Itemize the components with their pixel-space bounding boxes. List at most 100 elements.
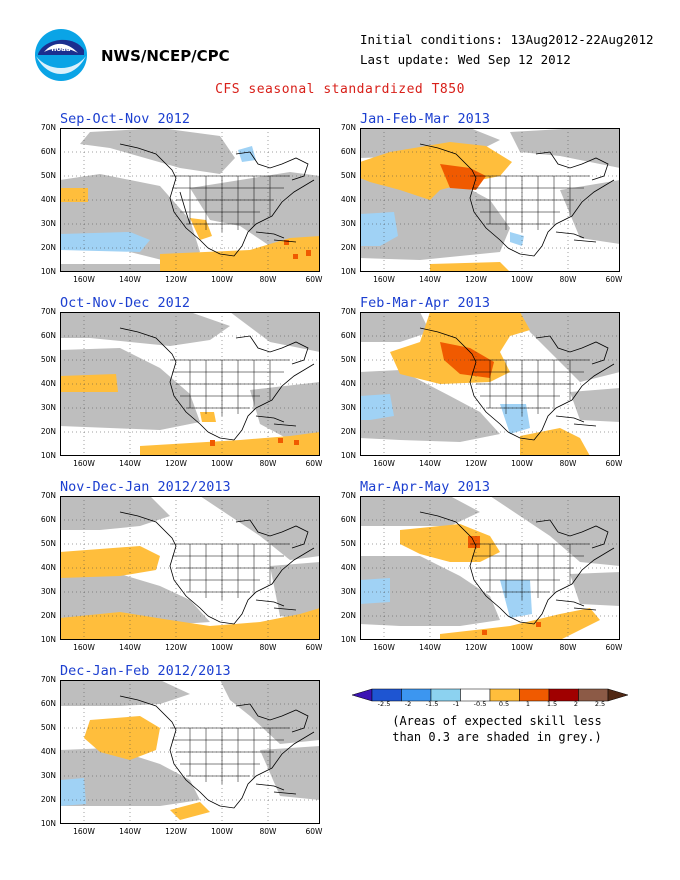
panel-title: Jan-Feb-Mar 2013 bbox=[360, 111, 491, 127]
latitude-tick-label: 70N bbox=[40, 491, 56, 500]
longitude-tick-label: 60W bbox=[305, 827, 323, 836]
legend-tick-label: -2.5 bbox=[377, 700, 391, 708]
latitude-tick-label: 30N bbox=[40, 219, 56, 228]
map-panel bbox=[60, 312, 320, 456]
latitude-tick-label: 10N bbox=[340, 451, 356, 460]
latitude-tick-label: 60N bbox=[40, 515, 56, 524]
longitude-tick-label: 120W bbox=[465, 459, 487, 468]
map-panel bbox=[60, 680, 320, 824]
latitude-tick-label: 50N bbox=[340, 355, 356, 364]
longitude-tick-label: 100W bbox=[211, 643, 233, 652]
latitude-tick-label: 50N bbox=[40, 539, 56, 548]
main-title: CFS seasonal standardized T850 bbox=[215, 82, 465, 97]
latitude-tick-label: 50N bbox=[340, 171, 356, 180]
latitude-tick-label: 50N bbox=[340, 539, 356, 548]
longitude-tick-label: 140W bbox=[119, 459, 141, 468]
longitude-tick-label: 80W bbox=[559, 275, 577, 284]
latitude-tick-label: 70N bbox=[40, 307, 56, 316]
longitude-tick-label: 160W bbox=[73, 459, 95, 468]
initial-conditions: Initial conditions: 13Aug2012-22Aug2012 bbox=[360, 32, 654, 47]
latitude-tick-label: 30N bbox=[40, 771, 56, 780]
legend-tick-label: -1.5 bbox=[425, 700, 439, 708]
latitude-tick-label: 40N bbox=[340, 195, 356, 204]
latitude-tick-label: 10N bbox=[40, 451, 56, 460]
noaa-logo-icon: noaa bbox=[35, 29, 87, 81]
longitude-tick-label: 140W bbox=[119, 275, 141, 284]
latitude-tick-label: 60N bbox=[340, 147, 356, 156]
map-panel bbox=[360, 312, 620, 456]
latitude-tick-label: 40N bbox=[340, 379, 356, 388]
coastline bbox=[119, 695, 315, 809]
legend-tick-label: 2.5 bbox=[594, 700, 606, 708]
latitude-tick-label: 20N bbox=[40, 243, 56, 252]
longitude-tick-label: 160W bbox=[73, 827, 95, 836]
latitude-tick-label: 70N bbox=[340, 491, 356, 500]
legend-tick-label: -1 bbox=[452, 700, 460, 708]
longitude-tick-label: 160W bbox=[373, 275, 395, 284]
longitude-tick-label: 120W bbox=[165, 643, 187, 652]
longitude-tick-label: 60W bbox=[605, 275, 623, 284]
latitude-tick-label: 20N bbox=[40, 427, 56, 436]
latitude-tick-label: 40N bbox=[40, 195, 56, 204]
longitude-tick-label: 80W bbox=[559, 643, 577, 652]
panel-title: Dec-Jan-Feb 2012/2013 bbox=[60, 663, 231, 679]
latitude-tick-label: 10N bbox=[340, 267, 356, 276]
longitude-tick-label: 80W bbox=[259, 275, 277, 284]
legend-tick-label: 2 bbox=[573, 700, 579, 708]
latitude-tick-label: 10N bbox=[40, 267, 56, 276]
legend-note-line1: (Areas of expected skill less bbox=[392, 714, 602, 728]
longitude-tick-label: 120W bbox=[165, 459, 187, 468]
latitude-tick-label: 60N bbox=[40, 331, 56, 340]
latitude-tick-label: 50N bbox=[40, 355, 56, 364]
longitude-tick-label: 100W bbox=[211, 459, 233, 468]
panel-title: Feb-Mar-Apr 2013 bbox=[360, 295, 491, 311]
state-borders bbox=[170, 359, 290, 416]
legend-tick-label: -0.5 bbox=[473, 700, 487, 708]
longitude-tick-label: 140W bbox=[119, 643, 141, 652]
longitude-tick-label: 100W bbox=[511, 275, 533, 284]
legend-tick-label: -2 bbox=[404, 700, 412, 708]
longitude-tick-label: 100W bbox=[511, 459, 533, 468]
latitude-tick-label: 10N bbox=[40, 635, 56, 644]
legend-tick-label: 1 bbox=[525, 700, 531, 708]
map-panel bbox=[60, 128, 320, 272]
longitude-tick-label: 60W bbox=[305, 275, 323, 284]
latitude-tick-label: 70N bbox=[340, 307, 356, 316]
longitude-tick-label: 80W bbox=[259, 459, 277, 468]
longitude-tick-label: 120W bbox=[165, 827, 187, 836]
latitude-tick-label: 60N bbox=[340, 515, 356, 524]
latitude-tick-label: 70N bbox=[340, 123, 356, 132]
latitude-tick-label: 20N bbox=[40, 611, 56, 620]
map-panel bbox=[60, 496, 320, 640]
latitude-tick-label: 50N bbox=[40, 723, 56, 732]
longitude-tick-label: 80W bbox=[259, 643, 277, 652]
state-borders bbox=[470, 359, 590, 416]
longitude-tick-label: 160W bbox=[73, 275, 95, 284]
latitude-tick-label: 30N bbox=[340, 403, 356, 412]
longitude-tick-label: 140W bbox=[419, 459, 441, 468]
agency-name: NWS/NCEP/CPC bbox=[101, 47, 230, 65]
latitude-tick-label: 30N bbox=[40, 403, 56, 412]
latitude-tick-label: 40N bbox=[40, 563, 56, 572]
legend-tick-label: 1.5 bbox=[546, 700, 558, 708]
panel-title: Mar-Apr-May 2013 bbox=[360, 479, 491, 495]
latitude-tick-label: 30N bbox=[40, 587, 56, 596]
latitude-tick-label: 60N bbox=[40, 699, 56, 708]
latitude-tick-label: 60N bbox=[340, 331, 356, 340]
latitude-tick-label: 70N bbox=[40, 675, 56, 684]
legend-note-line2: than 0.3 are shaded in grey.) bbox=[392, 730, 602, 744]
latitude-tick-label: 10N bbox=[340, 635, 356, 644]
legend-tick-label: 0.5 bbox=[498, 700, 510, 708]
latitude-tick-label: 50N bbox=[40, 171, 56, 180]
latitude-tick-label: 30N bbox=[340, 587, 356, 596]
longitude-tick-label: 80W bbox=[559, 459, 577, 468]
longitude-tick-label: 120W bbox=[465, 643, 487, 652]
longitude-tick-label: 120W bbox=[465, 275, 487, 284]
map-panel bbox=[360, 496, 620, 640]
longitude-tick-label: 100W bbox=[211, 827, 233, 836]
legend-swatches bbox=[371, 688, 609, 702]
longitude-tick-label: 60W bbox=[605, 459, 623, 468]
longitude-tick-label: 160W bbox=[373, 643, 395, 652]
latitude-tick-label: 20N bbox=[340, 427, 356, 436]
longitude-tick-label: 160W bbox=[373, 459, 395, 468]
